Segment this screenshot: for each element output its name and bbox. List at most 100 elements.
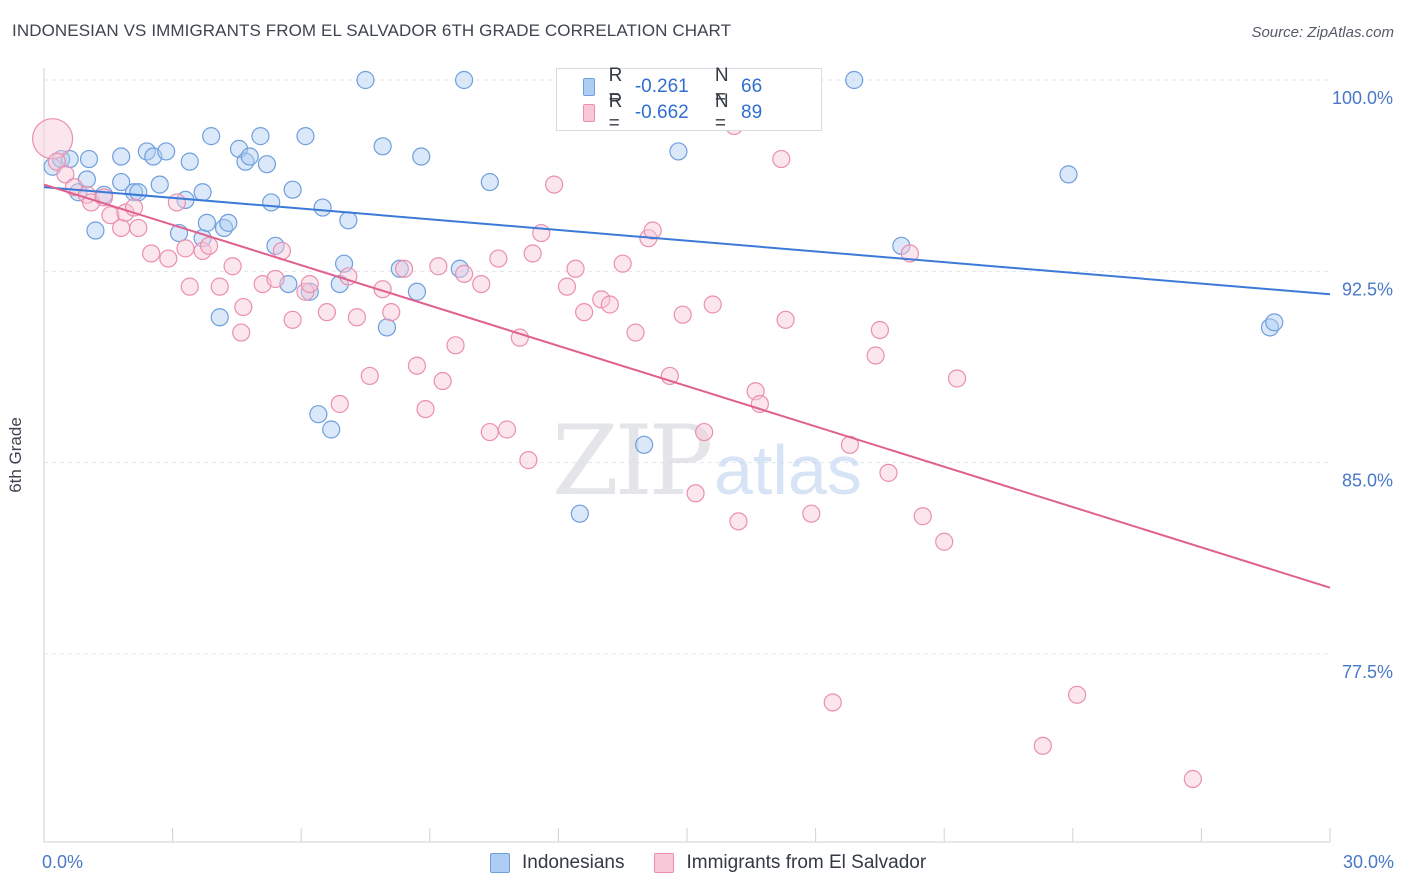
legend-swatch-blue bbox=[490, 853, 510, 873]
point-indonesians bbox=[262, 193, 281, 212]
point-el-salvador bbox=[613, 254, 632, 273]
point-el-salvador bbox=[47, 152, 66, 171]
point-el-salvador bbox=[142, 244, 161, 263]
point-el-salvador bbox=[480, 422, 499, 442]
point-el-salvador bbox=[947, 369, 967, 388]
point-el-salvador bbox=[870, 320, 890, 340]
y-tick-labels: 100.0% 92.5% 85.0% 77.5% bbox=[1332, 88, 1393, 682]
legend-item-el-salvador[interactable]: Immigrants from El Salvador bbox=[654, 852, 926, 874]
point-el-salvador bbox=[776, 310, 795, 329]
point-el-salvador bbox=[266, 269, 285, 289]
point-el-salvador bbox=[592, 290, 611, 309]
x-tick-label-min: 0.0% bbox=[42, 852, 84, 872]
point-indonesians bbox=[1265, 313, 1284, 332]
point-el-salvador bbox=[643, 221, 662, 240]
point-indonesians bbox=[124, 183, 144, 202]
point-el-salvador bbox=[519, 451, 538, 470]
legend-swatch-pink bbox=[583, 104, 595, 122]
point-el-salvador bbox=[199, 236, 219, 255]
point-el-salvador bbox=[180, 277, 199, 296]
point-indonesians bbox=[339, 211, 358, 230]
point-el-salvador bbox=[454, 264, 474, 283]
y-tick-label: 92.5% bbox=[1342, 279, 1393, 299]
point-indonesians bbox=[296, 127, 315, 146]
point-el-salvador bbox=[31, 118, 74, 160]
point-indonesians bbox=[129, 183, 148, 202]
point-el-salvador bbox=[167, 193, 186, 212]
point-el-salvador bbox=[497, 420, 517, 439]
trend-lines bbox=[43, 183, 1331, 589]
legend-label: Immigrants from El Salvador bbox=[686, 852, 927, 873]
point-el-salvador bbox=[446, 336, 465, 355]
legend-swatch-blue bbox=[583, 78, 595, 96]
x-tick-label-max: 30.0% bbox=[1342, 852, 1394, 872]
point-el-salvador bbox=[210, 277, 229, 296]
y-tick-label: 100.0% bbox=[1332, 88, 1393, 108]
y-tick-label: 85.0% bbox=[1342, 471, 1393, 491]
point-indonesians bbox=[251, 127, 270, 146]
point-el-salvador bbox=[823, 693, 842, 712]
point-el-salvador bbox=[1067, 685, 1087, 704]
legend-item-indonesians[interactable]: Indonesians bbox=[490, 852, 624, 874]
point-indonesians bbox=[322, 420, 341, 439]
axes bbox=[43, 68, 1331, 843]
watermark-atlas: atlas bbox=[714, 431, 862, 509]
r-label: R = bbox=[608, 65, 623, 108]
point-el-salvador bbox=[300, 274, 319, 294]
point-el-salvador bbox=[429, 257, 448, 276]
point-indonesians bbox=[112, 147, 131, 166]
point-el-salvador bbox=[433, 371, 452, 391]
point-indonesians bbox=[480, 172, 499, 192]
point-indonesians bbox=[210, 308, 229, 327]
point-el-salvador bbox=[317, 303, 337, 322]
watermark-zip: ZIP bbox=[552, 405, 711, 517]
point-indonesians bbox=[313, 198, 332, 217]
point-el-salvador bbox=[129, 218, 148, 238]
trend-line-indonesians bbox=[43, 186, 1331, 296]
point-el-salvador bbox=[283, 310, 302, 329]
point-el-salvador bbox=[673, 305, 692, 324]
n-label: N = bbox=[714, 65, 729, 108]
point-indonesians bbox=[257, 155, 277, 174]
point-el-salvador bbox=[729, 512, 748, 531]
r-value: -0.261 bbox=[634, 76, 689, 97]
point-el-salvador bbox=[394, 259, 414, 278]
chart-title: INDONESIAN VS IMMIGRANTS FROM EL SALVADO… bbox=[12, 21, 732, 40]
point-indonesians bbox=[669, 142, 688, 161]
point-el-salvador bbox=[557, 277, 577, 296]
watermark: ZIP atlas bbox=[552, 405, 862, 517]
point-el-salvador bbox=[407, 356, 427, 375]
gridlines bbox=[44, 79, 1330, 655]
point-indonesians bbox=[193, 183, 212, 202]
point-el-salvador bbox=[866, 346, 885, 365]
y-tick-label: 77.5% bbox=[1342, 662, 1393, 682]
point-indonesians bbox=[373, 137, 392, 156]
point-el-salvador bbox=[347, 308, 367, 327]
point-indonesians bbox=[202, 127, 221, 146]
point-el-salvador bbox=[575, 303, 594, 322]
point-indonesians bbox=[390, 259, 409, 278]
point-indonesians bbox=[150, 175, 169, 194]
point-indonesians bbox=[180, 152, 199, 171]
source-credit: Source: ZipAtlas.com bbox=[1251, 24, 1394, 41]
point-el-salvador bbox=[234, 297, 253, 317]
point-el-salvador bbox=[416, 399, 435, 419]
r-label: R = bbox=[608, 91, 623, 134]
n-label: N = bbox=[714, 91, 729, 134]
point-el-salvador bbox=[382, 303, 401, 322]
legend-row-indonesians: R = -0.261 N = 66 bbox=[583, 65, 821, 108]
point-el-salvador bbox=[489, 249, 508, 268]
point-el-salvador bbox=[159, 249, 178, 268]
point-indonesians bbox=[240, 147, 259, 166]
point-el-salvador bbox=[223, 257, 242, 276]
point-el-salvador bbox=[472, 274, 491, 294]
point-el-salvador bbox=[523, 244, 542, 263]
point-indonesians bbox=[309, 405, 328, 424]
point-el-salvador bbox=[232, 323, 251, 342]
point-el-salvador bbox=[879, 463, 898, 482]
point-el-salvador bbox=[101, 206, 120, 225]
point-el-salvador bbox=[703, 295, 722, 314]
point-indonesians bbox=[157, 142, 176, 161]
point-indonesians bbox=[407, 282, 427, 301]
point-indonesians bbox=[1059, 165, 1078, 184]
